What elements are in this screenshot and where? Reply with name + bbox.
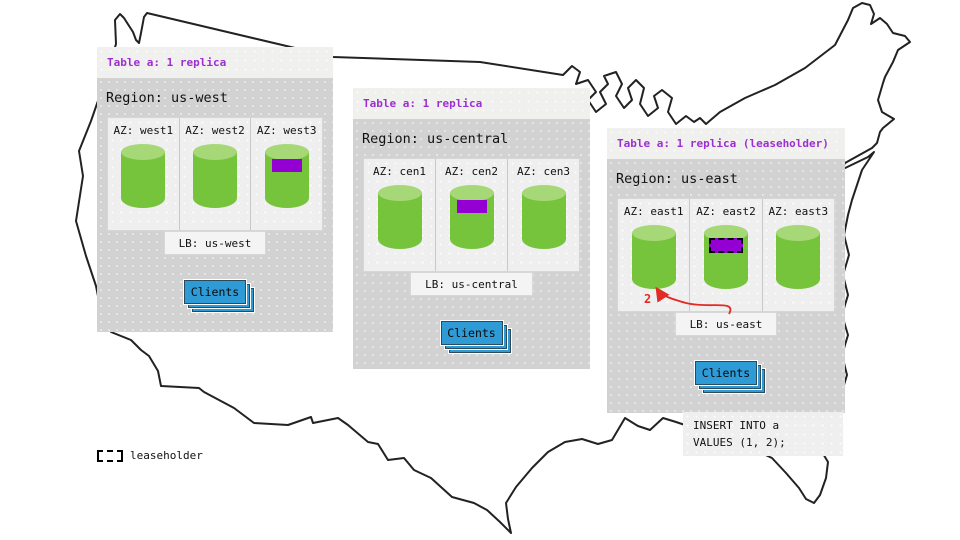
az-label: AZ: west2 [185, 124, 245, 137]
az-zone-cen2: AZ: cen2 [436, 159, 508, 271]
region-title: Region: us-east [616, 171, 738, 187]
db-node-cylinder [776, 225, 821, 289]
db-node-cylinder [193, 144, 237, 208]
cylinder-body [377, 193, 422, 249]
az-label: AZ: east3 [768, 205, 829, 218]
db-node-cylinder [521, 185, 566, 249]
clients-button-us-west[interactable]: Clients [184, 280, 254, 312]
cylinder-body [193, 152, 237, 208]
cylinder-top [377, 185, 422, 201]
cylinder-top [631, 225, 676, 241]
cylinder-top [776, 225, 821, 241]
az-zone-west3: AZ: west3 [251, 118, 322, 230]
db-node-cylinder [631, 225, 676, 289]
cylinder-body [121, 152, 166, 208]
clients-button-face[interactable]: Clients [695, 361, 757, 385]
step-2-annotation: 2 [644, 292, 652, 306]
sql-statement-note: INSERT INTO a VALUES (1, 2); [683, 412, 843, 456]
table-replica-label: Table a: 1 replica (leaseholder) [617, 137, 829, 150]
az-label: AZ: cen1 [373, 165, 426, 178]
az-label: AZ: east1 [623, 205, 684, 218]
load-balancer-us-west: LB: us-west [163, 231, 267, 255]
az-container: AZ: west1 AZ: west2 AZ: west3 [107, 117, 323, 231]
table-replica-label: Table a: 1 replica [363, 97, 483, 110]
table-replica-label: Table a: 1 replica [107, 56, 227, 69]
clients-button-us-east[interactable]: Clients [695, 361, 765, 393]
table-replica-leaseholder-header: Table a: 1 replica (leaseholder) [607, 128, 845, 159]
cylinder-top [703, 225, 748, 241]
clients-button-us-central[interactable]: Clients [440, 321, 511, 353]
replica-marker [271, 159, 302, 172]
az-label: AZ: west3 [256, 124, 317, 137]
cylinder-top [193, 144, 237, 160]
db-node-cylinder [121, 144, 166, 208]
db-node-cylinder [703, 225, 748, 289]
table-replica-header: Table a: 1 replica [353, 88, 590, 119]
region-title: Region: us-central [362, 131, 509, 147]
az-zone-east1: AZ: east1 [618, 199, 691, 311]
region-panel-us-west: Table a: 1 replica Region: us-west AZ: w… [97, 47, 333, 332]
cylinder-top [449, 185, 494, 201]
region-body-us-central: Region: us-central AZ: cen1 AZ: cen2 AZ:… [353, 119, 590, 369]
table-replica-header: Table a: 1 replica [97, 47, 333, 78]
leaseholder-replica-marker [708, 238, 743, 253]
az-zone-west1: AZ: west1 [108, 118, 180, 230]
az-label: AZ: east2 [696, 205, 756, 218]
legend-label: leaseholder [130, 449, 203, 462]
region-body-us-east: Region: us-east AZ: east1 AZ: east2 AZ: … [607, 159, 845, 413]
az-label: AZ: cen3 [517, 165, 570, 178]
cylinder-body [631, 233, 676, 289]
az-label: AZ: cen2 [445, 165, 498, 178]
az-zone-cen3: AZ: cen3 [508, 159, 579, 271]
az-zone-cen1: AZ: cen1 [364, 159, 436, 271]
az-label: AZ: west1 [113, 124, 174, 137]
cylinder-top [121, 144, 166, 160]
load-balancer-us-central: LB: us-central [410, 272, 533, 296]
region-body-us-west: Region: us-west AZ: west1 AZ: west2 AZ: … [97, 78, 333, 332]
region-panel-us-central: Table a: 1 replica Region: us-central AZ… [353, 88, 590, 369]
cylinder-top [264, 144, 309, 160]
legend-leaseholder: leaseholder [97, 449, 203, 462]
cylinder-body [776, 233, 821, 289]
sql-line-2: VALUES (1, 2); [693, 435, 786, 449]
cylinder-top [521, 185, 566, 201]
sql-line-1: INSERT INTO a [693, 419, 780, 432]
az-zone-east3: AZ: east3 [763, 199, 834, 311]
load-balancer-us-east: LB: us-east [674, 312, 778, 336]
db-node-cylinder [264, 144, 309, 208]
az-container: AZ: cen1 AZ: cen2 AZ: cen3 [363, 158, 580, 272]
clients-button-face[interactable]: Clients [184, 280, 246, 304]
clients-button-face[interactable]: Clients [440, 321, 503, 345]
region-title: Region: us-west [106, 90, 228, 106]
db-node-cylinder [377, 185, 422, 249]
replica-marker [456, 200, 487, 213]
db-node-cylinder [449, 185, 494, 249]
az-zone-west2: AZ: west2 [180, 118, 252, 230]
cylinder-body [521, 193, 566, 249]
az-zone-east2: AZ: east2 [690, 199, 763, 311]
leaseholder-swatch-icon [97, 449, 123, 462]
region-panel-us-east: Table a: 1 replica (leaseholder) Region:… [607, 128, 845, 413]
